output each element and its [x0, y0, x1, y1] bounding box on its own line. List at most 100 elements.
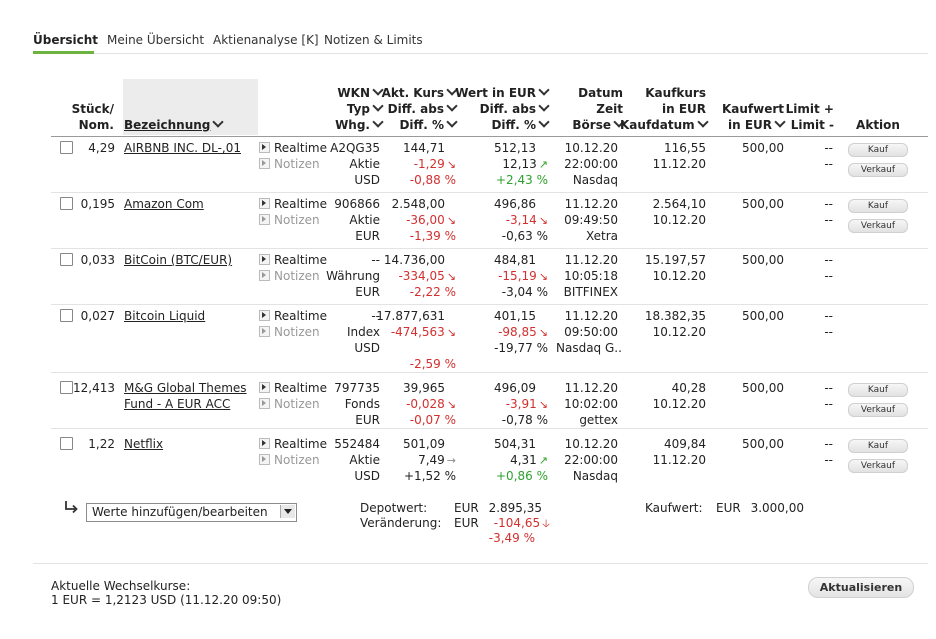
trend-arrow-icon: ↘ — [446, 214, 456, 227]
tab-meine-uebersicht[interactable]: Meine Übersicht — [107, 33, 205, 47]
row-wert-diff: -15,19 ↘ — [450, 268, 548, 285]
row-kaufwert: 500,00 — [742, 253, 784, 267]
row-wkn: 552484 — [334, 437, 380, 451]
row-kurs: 14.736,00 — [383, 253, 445, 267]
row-zeit: 09:49:50 — [564, 213, 618, 227]
realtime-link[interactable]: Realtime — [259, 308, 327, 324]
kaufwert-label: Kaufwert: — [645, 501, 703, 515]
header-wert[interactable]: Wert in EUR Diff. abs Diff. % — [450, 84, 550, 133]
row-kurs: 501,09 — [403, 437, 445, 451]
verkauf-button[interactable]: Verkauf — [848, 163, 908, 177]
row-currency: EUR — [355, 229, 380, 243]
kauf-button[interactable]: Kauf — [848, 439, 908, 453]
notizen-label: Notizen — [274, 325, 320, 339]
header-kaufwert[interactable]: Kaufwert in EUR — [721, 102, 786, 132]
row-boerse: Xetra — [585, 229, 618, 243]
notizen-link[interactable]: Notizen — [259, 212, 320, 228]
notizen-label: Notizen — [274, 453, 320, 467]
add-values-select[interactable]: Werte hinzufügen/bearbeiten — [86, 503, 297, 522]
row-checkbox[interactable] — [60, 141, 73, 154]
header-wkn[interactable]: WKN Typ Whg. — [300, 84, 384, 133]
header-aktion: Aktion — [856, 118, 900, 132]
row-wert: 496,09 — [494, 381, 536, 395]
row-name-link[interactable]: AIRBNB INC. DL-,01 — [124, 141, 241, 155]
kurs-diff-value: -36,00 — [406, 213, 445, 227]
kauf-button[interactable]: Kauf — [848, 199, 908, 213]
row-wert: 484,81 — [494, 253, 536, 267]
row-zeit: 10:02:00 — [564, 397, 618, 411]
row-kurs: 17.877,631 — [376, 309, 445, 323]
sorted-column-highlight — [123, 79, 258, 135]
tab-aktienanalyse[interactable]: Aktienanalyse [K] — [213, 33, 319, 47]
verkauf-button[interactable]: Verkauf — [848, 459, 908, 473]
trend-arrow-icon: ↘ — [446, 326, 456, 339]
exchange-rate-value: 1 EUR = 1,2123 USD (11.12.20 09:50) — [51, 593, 282, 607]
row-kaufkurs: 2.564,10 — [652, 197, 706, 211]
header-datum[interactable]: Datum Zeit Börse — [572, 86, 625, 132]
kurs-diff-value: -334,05 — [398, 269, 445, 283]
row-kaufwert: 500,00 — [742, 381, 784, 395]
row-name-link[interactable]: Fund - A EUR ACC — [124, 397, 231, 411]
row-checkbox[interactable] — [60, 197, 73, 210]
row-boerse: Nasdaq — [572, 469, 618, 483]
notizen-link[interactable]: Notizen — [259, 396, 320, 412]
play-icon — [259, 214, 270, 225]
tab-bar: Übersicht Meine Übersicht Aktienanalyse … — [33, 31, 928, 54]
kurs-diff-value: -0,028 — [406, 397, 445, 411]
dropdown-arrow-icon[interactable] — [280, 505, 295, 518]
realtime-link[interactable]: Realtime — [259, 380, 327, 396]
row-zeit: 22:00:00 — [564, 157, 618, 171]
header-bezeichnung[interactable]: Bezeichnung — [124, 116, 225, 133]
verkauf-button[interactable]: Verkauf — [848, 219, 908, 233]
notizen-link[interactable]: Notizen — [259, 324, 320, 340]
header-kurs[interactable]: Akt. Kurs Diff. abs Diff. % — [370, 84, 458, 133]
row-name-link[interactable]: M&G Global Themes — [124, 381, 247, 395]
notizen-label: Notizen — [274, 157, 320, 171]
tab-uebersicht[interactable]: Übersicht — [33, 33, 99, 47]
row-kurs-diff: -334,05 ↘ — [370, 268, 456, 285]
row-name-link[interactable]: BitCoin (BTC/EUR) — [124, 253, 233, 267]
trend-arrow-icon: ↘ — [446, 270, 456, 283]
notizen-link[interactable]: Notizen — [259, 452, 320, 468]
trend-arrow-icon: ↘ — [538, 214, 548, 227]
row-typ: Fonds — [344, 397, 380, 411]
kauf-button[interactable]: Kauf — [848, 143, 908, 157]
row-kaufkurs: 18.382,35 — [644, 309, 706, 323]
header-divider — [51, 136, 928, 137]
notizen-link[interactable]: Notizen — [259, 268, 320, 284]
row-divider — [51, 304, 928, 305]
row-limit-down: -- — [824, 157, 833, 171]
header-kaufkurs[interactable]: Kaufkurs in EUR Kaufdatum — [620, 85, 709, 133]
row-wert-diff: -3,91 ↘ — [450, 396, 548, 413]
realtime-link[interactable]: Realtime — [259, 140, 327, 156]
realtime-link[interactable]: Realtime — [259, 436, 327, 452]
row-checkbox[interactable] — [60, 437, 73, 450]
row-checkbox[interactable] — [60, 381, 73, 394]
notizen-link[interactable]: Notizen — [259, 156, 320, 172]
row-name-link[interactable]: Bitcoin Liquid — [124, 309, 206, 323]
row-quantity: 0,027 — [80, 309, 115, 323]
row-datum: 11.12.20 — [564, 309, 618, 323]
realtime-link[interactable]: Realtime — [259, 196, 327, 212]
row-kurs-diff: -1,29 ↘ — [370, 156, 456, 173]
row-name-link[interactable]: Netflix — [124, 437, 164, 451]
row-checkbox[interactable] — [60, 309, 73, 322]
verkauf-button[interactable]: Verkauf — [848, 403, 908, 417]
kauf-button[interactable]: Kauf — [848, 383, 908, 397]
select-value: Werte hinzufügen/bearbeiten — [92, 505, 268, 519]
row-typ: Aktie — [349, 213, 380, 227]
trend-arrow-icon: ↘ — [446, 398, 456, 411]
row-wert-pct: -0,78 % — [501, 413, 548, 427]
row-zeit: 09:50:00 — [564, 325, 618, 339]
tab-notizen-limits[interactable]: Notizen & Limits — [324, 33, 423, 47]
realtime-link[interactable]: Realtime — [259, 252, 327, 268]
update-button[interactable]: Aktualisieren — [808, 577, 914, 598]
change-percent: -3,49 % — [488, 531, 535, 545]
row-limit-down: -- — [824, 325, 833, 339]
row-name-link[interactable]: Amazon Com — [124, 197, 204, 211]
row-checkbox[interactable] — [60, 253, 73, 266]
depot-value: 2.895,35 — [488, 501, 542, 515]
row-kaufwert: 500,00 — [742, 309, 784, 323]
row-kaufdatum: 10.12.20 — [652, 269, 706, 283]
chevron-down-icon — [212, 116, 225, 128]
